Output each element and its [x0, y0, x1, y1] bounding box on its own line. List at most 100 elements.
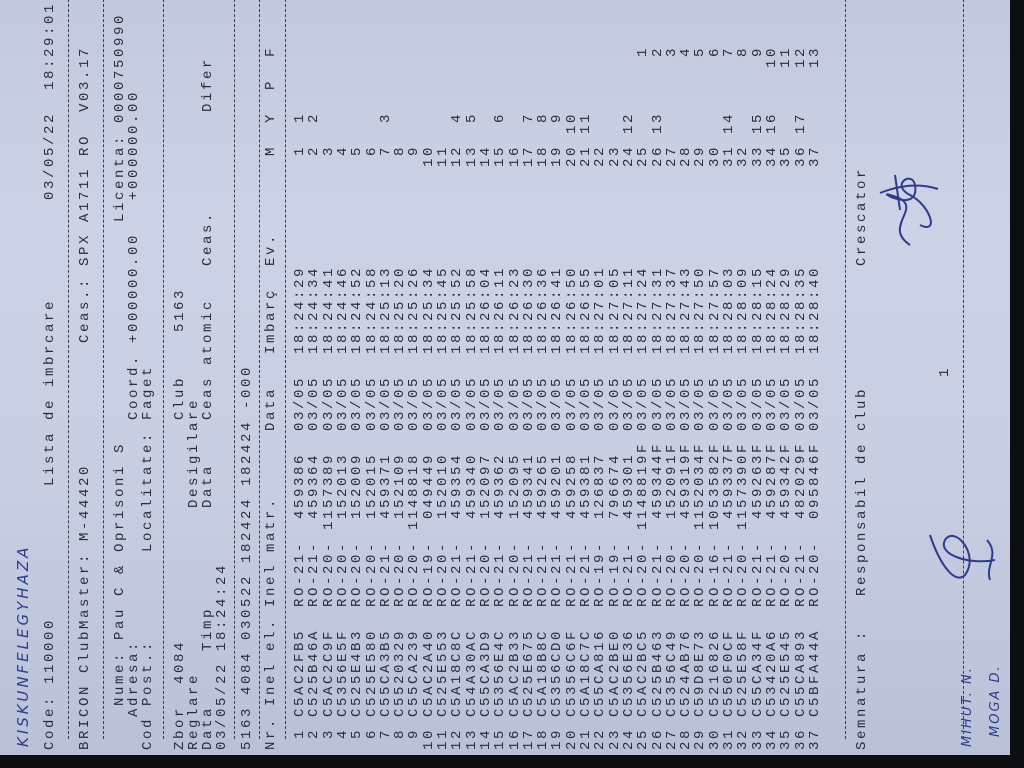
basketing-time: 18:25:13 [377, 265, 394, 354]
basketing-date: 03/05 [706, 375, 723, 431]
basketing-date: 03/05 [363, 375, 380, 431]
col-y: 17 [792, 111, 809, 134]
row-number: 9 [406, 727, 423, 739]
electronic-ring: C5AC2BE0 [606, 628, 623, 717]
ring-prefix: RO-20- [678, 540, 695, 607]
row-number: 25 [635, 727, 652, 750]
basketing-time: 18:27:31 [649, 265, 666, 354]
header-ev: Ev. [263, 232, 279, 266]
divider [845, 0, 846, 739]
basketing-time: 18:25:45 [435, 265, 451, 354]
row-number: 4 [334, 727, 351, 739]
row-number: 31 [721, 727, 737, 750]
row-number: 22 [592, 727, 609, 750]
basketing-time: 18:28:29 [778, 265, 795, 354]
ring-prefix: RO-20- [692, 540, 709, 607]
zbor-label: Zbor [172, 705, 188, 750]
handwritten-location: KISKUNFELEGYHAZA [14, 544, 32, 747]
reglare-date: 03/05/22 [214, 661, 230, 750]
header-m: M [263, 144, 279, 156]
page-number: 1 [937, 365, 953, 377]
electronic-ring: C5356E5F [334, 628, 351, 717]
basketing-date: 03/05 [435, 375, 451, 431]
divider [259, 0, 260, 739]
clubmaster-id: BRICON ClubMaster: M-44420 [77, 463, 93, 750]
col-y: 2 [306, 111, 323, 123]
ring-prefix: RO-20- [334, 540, 351, 607]
basketing-time: 18:26:11 [492, 265, 509, 354]
col-m: 2 [306, 144, 323, 156]
header-p: P [263, 78, 279, 90]
ring-number: 459362 [492, 452, 509, 519]
basketing-date: 03/05 [292, 375, 308, 431]
ring-prefix: RO-20- [435, 540, 451, 607]
header-nr-rings: Nr. Inel el. Inel matr. [263, 496, 279, 750]
ring-prefix: RO-20- [635, 540, 652, 607]
basketing-time: 18:27:57 [706, 265, 723, 354]
row-number: 6 [363, 727, 380, 739]
paper-sheet: KISKUNFELEGYHAZA Code: 110000 Lista de i… [0, 0, 1010, 755]
electronic-ring: C5356CD0 [549, 628, 566, 717]
basketing-time: 18:24:41 [320, 265, 337, 354]
col-y: 15 [749, 111, 766, 134]
header-f: F [263, 45, 279, 57]
ring-prefix: RO-21- [449, 540, 466, 607]
basketing-date: 03/05 [792, 375, 809, 431]
row-number: 5 [349, 727, 366, 739]
col-m: 7 [377, 144, 394, 156]
electronic-ring: C55CA3B5 [377, 628, 394, 717]
col-y: 3 [377, 111, 394, 123]
electronic-ring: C5AC2FB5 [292, 628, 308, 717]
basketing-date: 03/05 [763, 375, 780, 431]
electronic-ring: C5356C6F [563, 628, 580, 717]
basketing-date: 03/05 [620, 375, 637, 431]
electronic-ring: C5A18C7C [578, 628, 594, 717]
row-number: 17 [520, 727, 537, 750]
electronic-ring: C5A18B8C [535, 628, 552, 717]
ring-prefix: RO-21- [492, 540, 509, 607]
ring-prefix: RO-21- [649, 540, 666, 607]
basketing-date: 03/05 [377, 375, 394, 431]
col-y: 14 [721, 111, 737, 134]
ring-number: 482029F [792, 441, 809, 519]
basketing-time: 18:26:36 [535, 265, 552, 354]
licence: Licenta: 0000750990 [112, 12, 128, 222]
basketing-time: 18:28:15 [749, 265, 766, 354]
basketing-time: 18:28:35 [792, 265, 809, 354]
electronic-ring: C525E553 [435, 628, 451, 717]
ring-prefix: RO-20- [735, 540, 752, 607]
col-m: 6 [363, 144, 380, 156]
col-m: 1 [292, 144, 308, 156]
ring-number: 796674 [606, 452, 623, 519]
col-m: 29 [692, 144, 709, 167]
ring-prefix: RO-21- [792, 540, 809, 607]
ring-prefix: RO-20- [392, 540, 409, 607]
ring-prefix: RO-21- [520, 540, 537, 607]
ceas-label: Ceas. [200, 210, 216, 266]
basketing-date: 03/05 [549, 375, 566, 431]
ring-number: 152109 [392, 452, 409, 519]
row-number: 29 [692, 727, 709, 750]
ring-number: 459337F [721, 441, 737, 519]
row-number: 23 [606, 727, 623, 750]
ring-prefix: RO-21- [721, 540, 737, 607]
col-y: 11 [578, 111, 594, 134]
col-m: 17 [520, 144, 537, 167]
basketing-date: 03/05 [735, 375, 752, 431]
row-number: 30 [706, 727, 723, 750]
ring-number: 459386 [292, 452, 308, 519]
col-f: 7 [721, 45, 737, 57]
electronic-ring: C5356C49 [663, 628, 680, 717]
ring-number: 459342F [778, 441, 795, 519]
ring-number: 1053582F [706, 441, 723, 530]
ring-prefix: RO-21- [563, 540, 580, 607]
basketing-time: 18:25:52 [449, 265, 466, 354]
ring-number: 459344F [649, 441, 666, 519]
basketing-date: 03/05 [506, 375, 523, 431]
basketing-time: 18:24:58 [363, 265, 380, 354]
row-number: 16 [506, 727, 523, 750]
ring-number: 152010 [435, 452, 451, 519]
electronic-ring: C525B46A [306, 628, 323, 717]
basketing-time: 18:28:03 [721, 265, 737, 354]
